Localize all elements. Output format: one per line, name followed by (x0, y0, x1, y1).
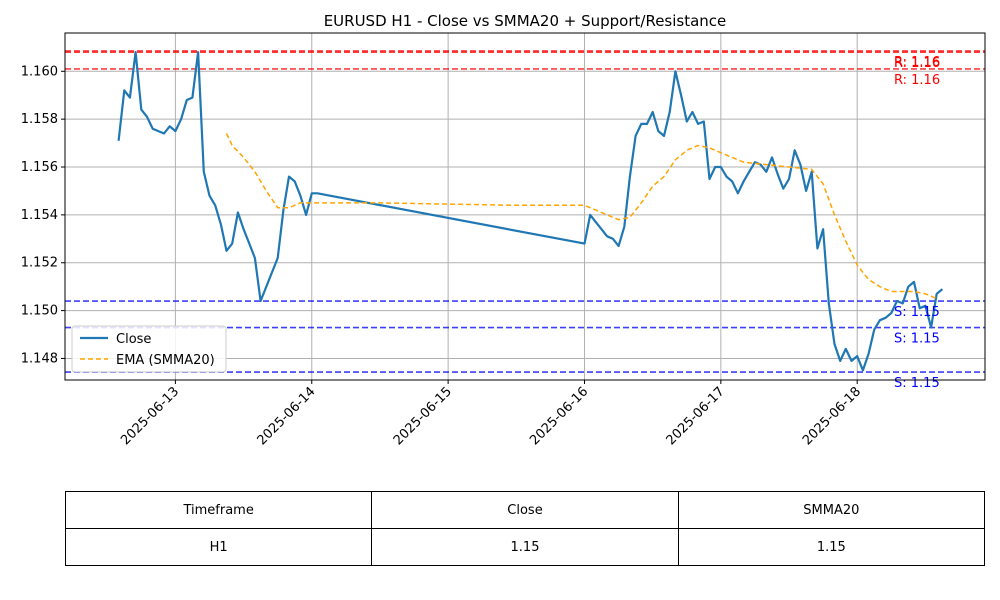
x-tick-label: 2025-06-15 (391, 384, 455, 448)
legend-label: EMA (SMMA20) (116, 353, 215, 368)
chart-title: EURUSD H1 - Close vs SMMA20 + Support/Re… (324, 12, 727, 30)
y-tick-label: 1.150 (21, 304, 58, 319)
y-tick-label: 1.154 (21, 208, 58, 223)
y-tick-label: 1.148 (21, 351, 58, 366)
table-header-timeframe: Timeframe (64, 491, 373, 529)
y-axis: 1.148 1.150 1.152 1.154 1.156 1.158 1.160 (21, 64, 65, 366)
x-tick-label: 2025-06-18 (800, 384, 864, 448)
x-axis: 2025-06-13 2025-06-14 2025-06-15 2025-06-16… (118, 380, 864, 448)
table-cell-close: 1.15 (371, 528, 679, 566)
chart: R: 1.16R: 1.16R: 1.16S: 1.15S: 1.15S: 1.… (21, 12, 986, 448)
support-resistance-labels: R: 1.16R: 1.16R: 1.16S: 1.15S: 1.15S: 1.… (894, 55, 940, 391)
grid (65, 33, 985, 380)
support-label: S: 1.15 (894, 305, 940, 320)
smma20-series-line (225, 133, 937, 300)
legend-label: Close (116, 332, 151, 347)
y-tick-label: 1.158 (21, 112, 58, 127)
y-tick-label: 1.160 (21, 64, 58, 79)
table-header-smma20: SMMA20 (677, 491, 986, 529)
support-label: S: 1.15 (894, 332, 940, 347)
support-resistance-lines (65, 50, 985, 373)
table-row: H1 1.15 1.15 (64, 528, 986, 566)
resistance-label: R: 1.16 (894, 56, 940, 71)
close-series-line (117, 51, 944, 372)
x-tick-label: 2025-06-14 (255, 384, 319, 448)
resistance-label: R: 1.16 (894, 73, 940, 88)
table-cell-smma20: 1.15 (677, 528, 986, 566)
x-tick-label: 2025-06-17 (664, 384, 728, 448)
table-header-row: Timeframe Close SMMA20 (64, 491, 986, 529)
support-label: S: 1.15 (894, 376, 940, 391)
table-cell-timeframe: H1 (64, 528, 373, 566)
resistance-label: R: 1.16 (894, 55, 940, 70)
legend: Close EMA (SMMA20) (71, 325, 227, 373)
y-tick-label: 1.156 (21, 160, 58, 175)
stats-table: Timeframe Close SMMA20 H1 1.15 1.15 (64, 491, 986, 566)
plot-area-frame (64, 32, 986, 381)
y-tick-label: 1.152 (21, 256, 58, 271)
table-header-close: Close (371, 491, 679, 529)
x-tick-label: 2025-06-16 (527, 384, 591, 448)
legend-box (71, 325, 227, 373)
x-tick-label: 2025-06-13 (118, 384, 182, 448)
series-lines (117, 51, 944, 372)
